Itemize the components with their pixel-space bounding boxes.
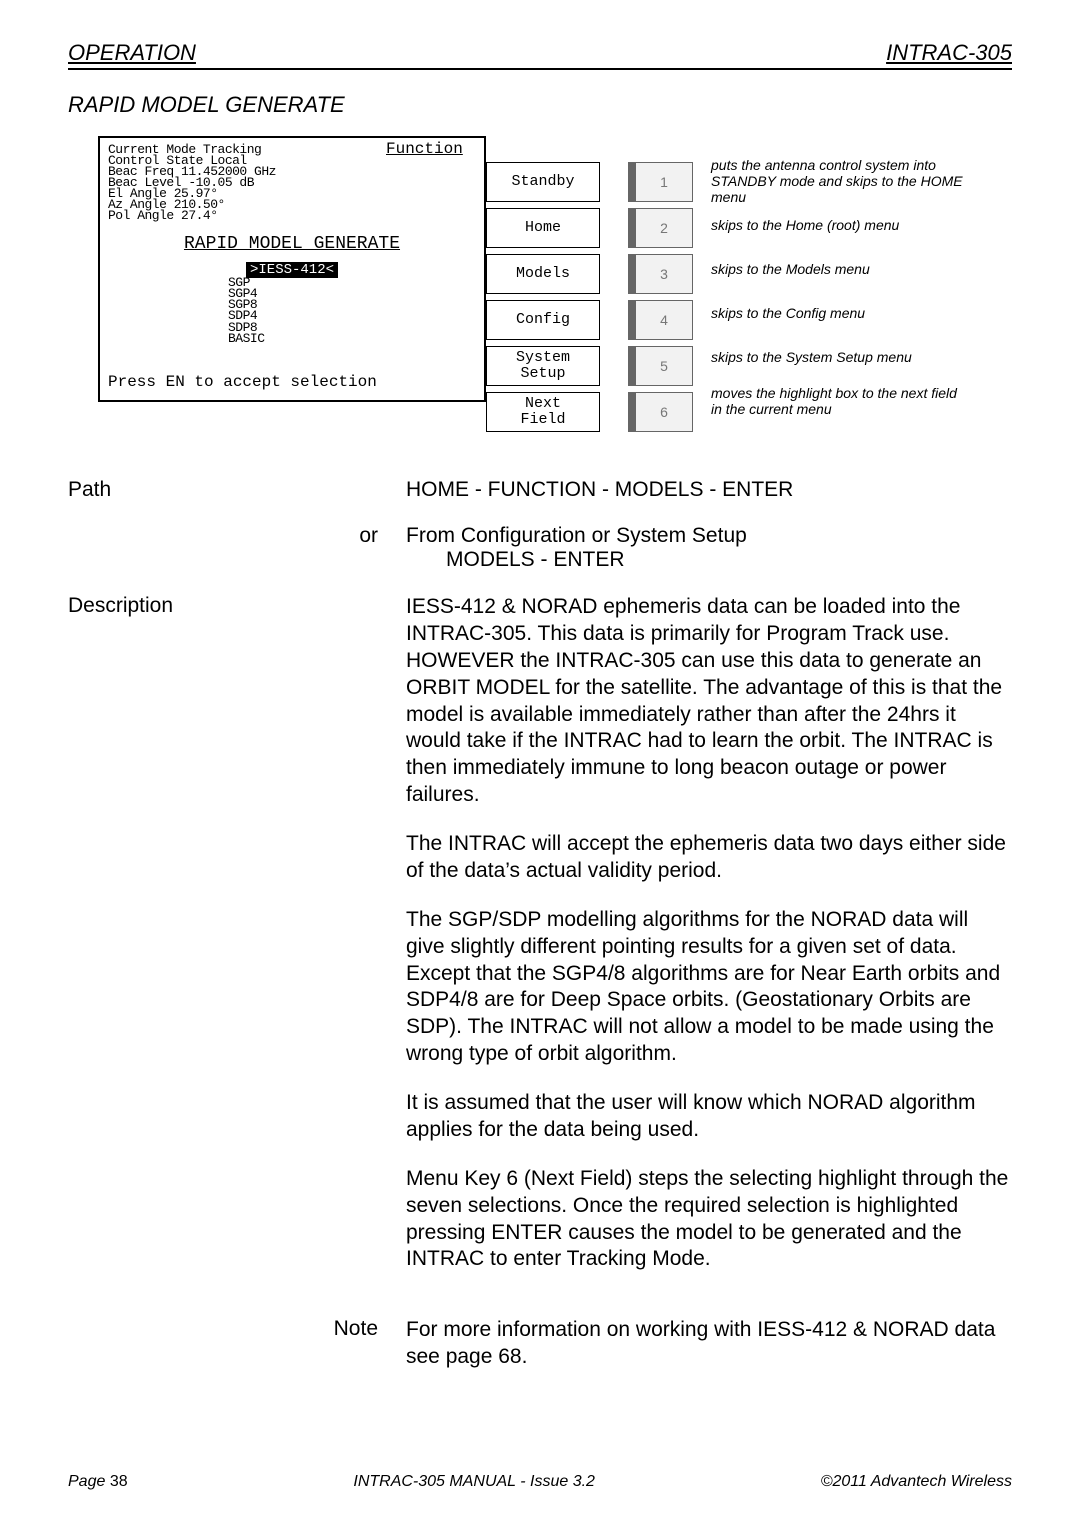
menu-home[interactable]: Home [486, 208, 600, 248]
key-desc-4: skips to the Config menu [711, 294, 971, 332]
key-desc-5: skips to the System Setup menu [711, 338, 971, 376]
lcd-highlight: >IESS-412< [246, 262, 338, 278]
header-left: OPERATION [68, 40, 196, 66]
footer-right: ©2011 Advantech Wireless [821, 1473, 1012, 1491]
page-footer: Page 38 INTRAC-305 MANUAL - Issue 3.2 ©2… [68, 1473, 1012, 1491]
section-title: RAPID MODEL GENERATE [68, 92, 1012, 118]
menu-next-field[interactable]: Next Field [486, 392, 600, 432]
key-desc-6: moves the highlight box to the next fiel… [711, 382, 971, 420]
key-desc-3: skips to the Models menu [711, 250, 971, 288]
path-label: Path [68, 478, 298, 502]
note-label: Note [298, 1317, 406, 1393]
key-desc-column: puts the antenna control system into STA… [711, 162, 971, 420]
lcd-prompt: Press EN to accept selection [108, 374, 476, 390]
path-or: or [298, 524, 406, 572]
path-line2b: MODELS - ENTER [406, 548, 1012, 572]
path-line2a: From Configuration or System Setup [406, 524, 1012, 548]
lcd-title: RAPID MODEL GENERATE [108, 235, 476, 253]
function-underline: Function [386, 140, 463, 158]
page-header: OPERATION INTRAC-305 [68, 40, 1012, 70]
key-desc-1: puts the antenna control system into STA… [711, 162, 971, 200]
key-6[interactable]: 6 [628, 392, 693, 432]
figure: Current Mode Tracking Control State Loca… [68, 136, 1012, 432]
lcd-screen: Current Mode Tracking Control State Loca… [98, 136, 486, 402]
key-5[interactable]: 5 [628, 346, 693, 386]
key-desc-2: skips to the Home (root) menu [711, 206, 971, 244]
key-4[interactable]: 4 [628, 300, 693, 340]
lcd-selection: >IESS-412< [108, 263, 476, 277]
menu-button-column: Function Standby Home Models Config Syst… [486, 136, 600, 432]
desc-label: Description [68, 594, 298, 1295]
menu-config[interactable]: Config [486, 300, 600, 340]
lcd-options: SGP SGP4 SGP8 SDP4 SDP8 BASIC [228, 277, 476, 343]
path-line1: HOME - FUNCTION - MODELS - ENTER [406, 478, 1012, 502]
menu-models[interactable]: Models [486, 254, 600, 294]
header-right: INTRAC-305 [886, 40, 1012, 66]
key-1[interactable]: 1 [628, 162, 693, 202]
key-column: 1 2 3 4 5 6 [628, 162, 693, 432]
footer-page: Page 38 [68, 1473, 128, 1491]
menu-system-setup[interactable]: System Setup [486, 346, 600, 386]
footer-center: INTRAC-305 MANUAL - Issue 3.2 [353, 1473, 595, 1491]
key-3[interactable]: 3 [628, 254, 693, 294]
menu-standby[interactable]: Standby [486, 162, 600, 202]
note-text: For more information on working with IES… [406, 1317, 1012, 1371]
key-2[interactable]: 2 [628, 208, 693, 248]
desc-paragraphs: IESS-412 & NORAD ephemeris data can be l… [406, 594, 1012, 1295]
body-text: Path HOME - FUNCTION - MODELS - ENTER or… [68, 478, 1012, 1393]
